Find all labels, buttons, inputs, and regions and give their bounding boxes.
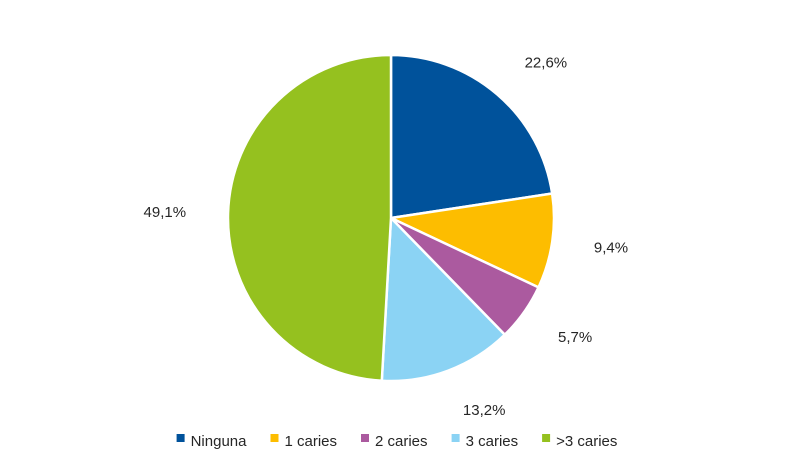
pie-slice-1-caries (389, 192, 556, 289)
data-label-1-caries: 9,4% (594, 240, 628, 257)
data-label-2-caries: 5,7% (558, 329, 592, 346)
pie-slice-more-than-3-caries (226, 53, 393, 382)
legend-item-more-than-3-caries: >3 caries (542, 433, 617, 450)
pie-data-labels: 22,6% 9,4% 5,7% 13,2% 49,1% (144, 55, 629, 420)
legend: Ninguna 1 caries 2 caries 3 caries >3 caries (176, 433, 617, 450)
legend-swatch-3-caries (451, 434, 460, 442)
legend-item-3-caries: 3 caries (451, 433, 519, 450)
legend-swatch-more-than-3-caries (542, 434, 551, 442)
pie-slice-ninguna (389, 53, 554, 220)
legend-swatch-1-caries (270, 434, 279, 442)
data-label-3-caries: 13,2% (463, 402, 506, 419)
legend-swatch-ninguna (176, 434, 185, 442)
legend-label-3-caries: 3 caries (466, 433, 519, 450)
legend-label-2-caries: 2 caries (375, 433, 428, 450)
legend-swatch-2-caries (361, 434, 369, 442)
legend-item-1-caries: 1 caries (270, 433, 338, 450)
legend-item-ninguna: Ninguna (176, 433, 248, 450)
data-label-more-than-3-caries: 49,1% (144, 204, 187, 221)
legend-label-ninguna: Ninguna (191, 433, 248, 450)
pie-slice-3-caries (380, 216, 507, 383)
data-label-ninguna: 22,6% (525, 55, 568, 72)
legend-item-2-caries: 2 caries (361, 433, 428, 450)
pie-slices (226, 53, 556, 383)
legend-label-1-caries: 1 caries (285, 433, 338, 450)
legend-label-more-than-3-caries: >3 caries (556, 433, 617, 450)
